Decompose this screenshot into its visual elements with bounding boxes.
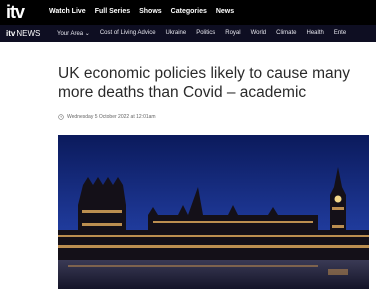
section-link[interactable]: Your Area ⌄: [57, 30, 90, 37]
clock-icon: [58, 114, 64, 120]
section-link[interactable]: World: [251, 30, 267, 37]
section-link[interactable]: Ente: [334, 30, 346, 37]
nav-link[interactable]: Full Series: [95, 8, 130, 15]
news-logo-news: NEWS: [16, 29, 40, 38]
nav-link[interactable]: Shows: [139, 8, 162, 15]
nav-link[interactable]: News: [216, 8, 234, 15]
article-title: UK economic policies likely to cause man…: [58, 64, 358, 102]
section-link[interactable]: Climate: [276, 30, 296, 37]
nav-link[interactable]: Watch Live: [49, 8, 86, 15]
section-link[interactable]: Politics: [196, 30, 215, 37]
logo[interactable]: itv: [6, 2, 24, 23]
news-bar: itvNEWS Your Area ⌄ Cost of Living Advice…: [0, 25, 376, 42]
date-text: Wednesday 5 October 2022 at 12:01am: [67, 114, 156, 120]
main-nav: Watch Live Full Series Shows Categories News: [49, 8, 234, 15]
section-link[interactable]: Health: [306, 30, 323, 37]
section-nav: Your Area ⌄ Cost of Living Advice Ukraine P…: [57, 30, 346, 37]
page: itv Watch Live Full Series Shows Categories…: [0, 0, 376, 289]
article-date: Wednesday 5 October 2022 at 12:01am: [58, 114, 156, 120]
news-logo-itv: itv: [6, 29, 15, 38]
section-link[interactable]: Cost of Living Advice: [100, 30, 156, 37]
section-link[interactable]: Ukraine: [166, 30, 187, 37]
article-image: [58, 135, 369, 289]
news-logo[interactable]: itvNEWS: [6, 29, 40, 38]
top-bar: itv Watch Live Full Series Shows Categories…: [0, 0, 376, 25]
section-link[interactable]: Royal: [225, 30, 240, 37]
nav-link[interactable]: Categories: [171, 8, 207, 15]
